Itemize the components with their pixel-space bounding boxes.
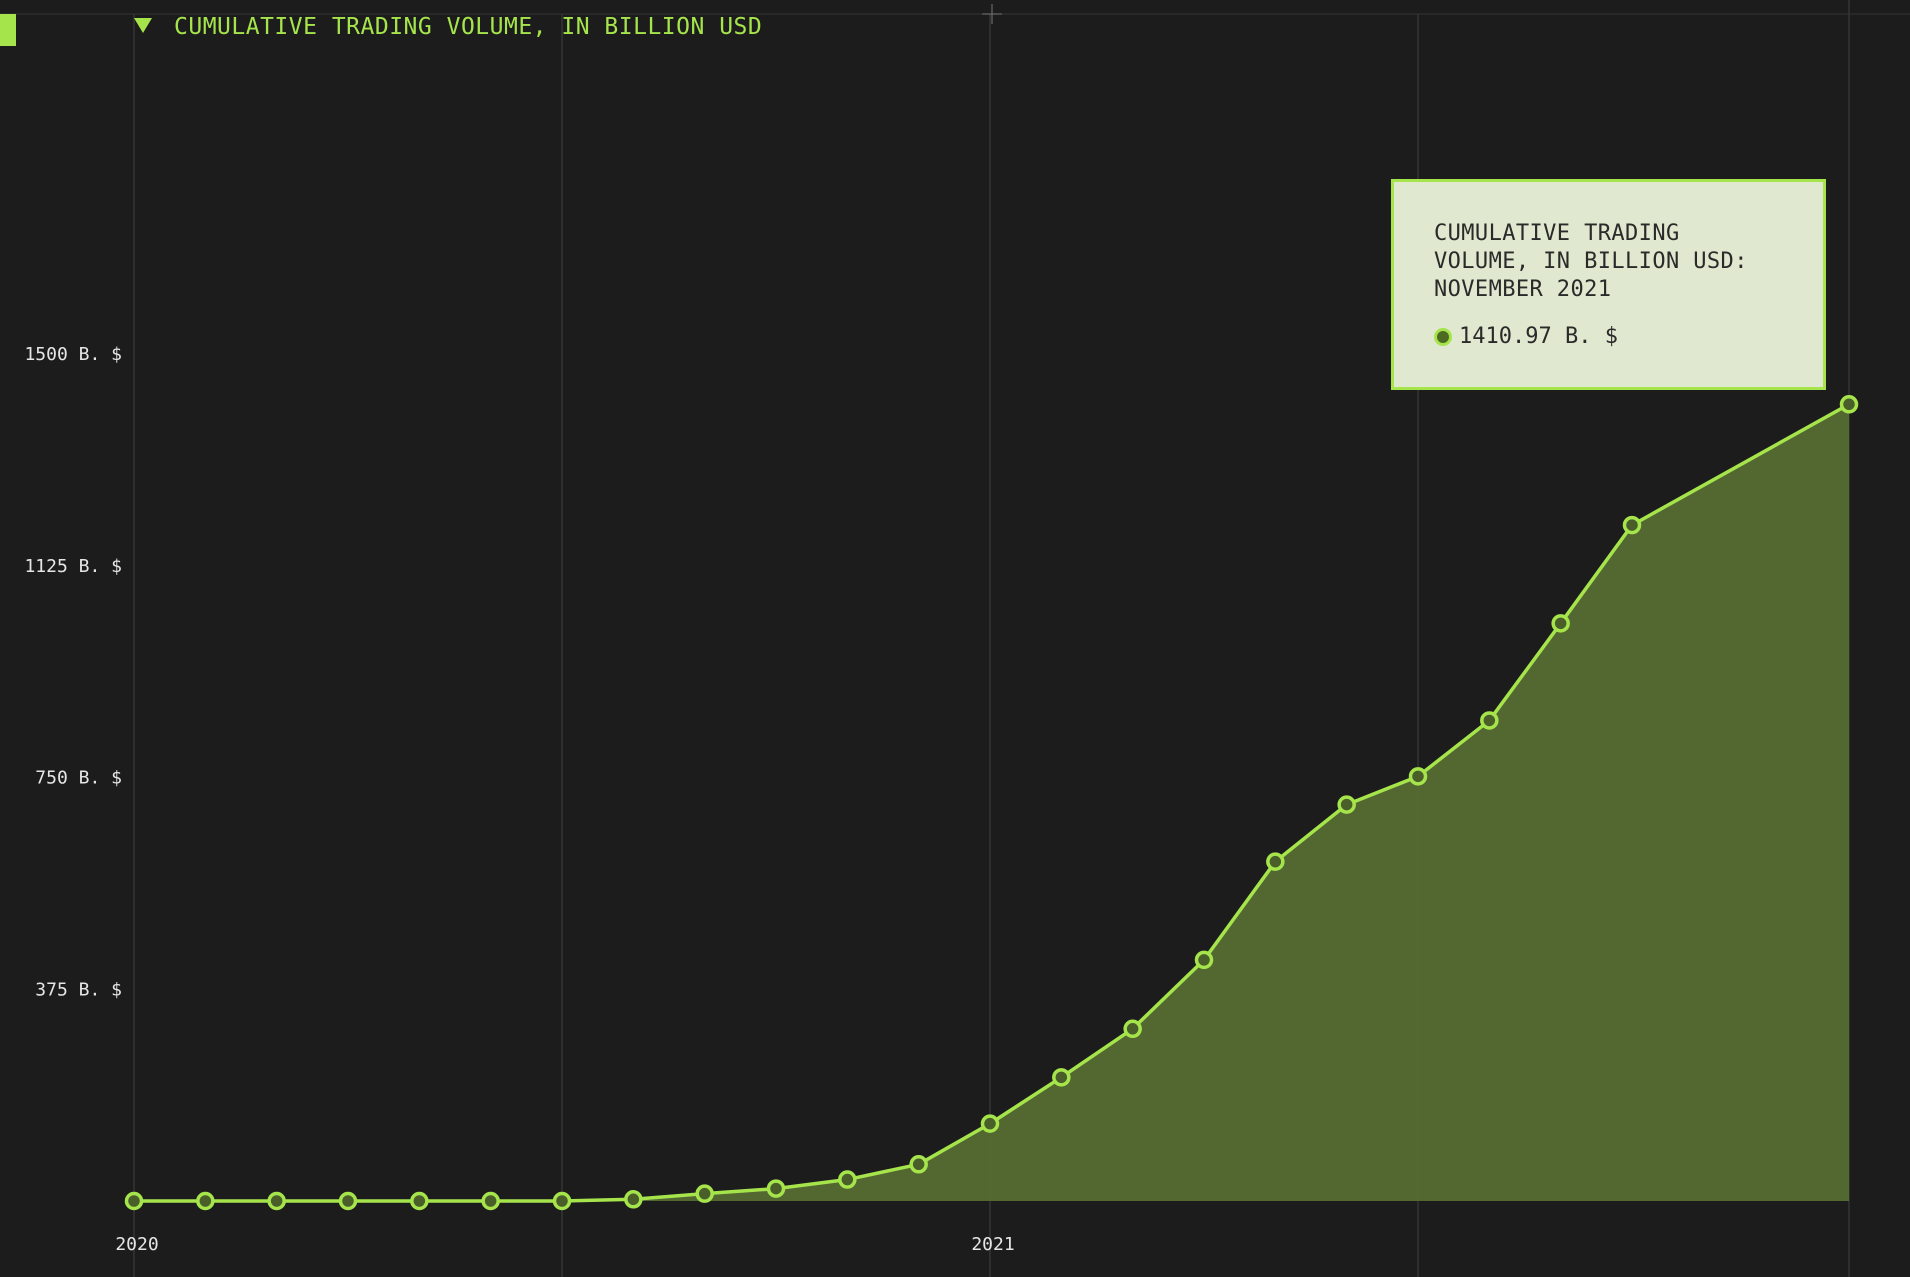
- data-point[interactable]: [1052, 1068, 1071, 1087]
- tooltip-title: CUMULATIVE TRADING VOLUME, IN BILLION US…: [1434, 220, 1823, 304]
- data-point[interactable]: [1480, 711, 1499, 730]
- data-point[interactable]: [1551, 614, 1570, 633]
- y-tick-label: 375 B. $: [35, 979, 122, 1000]
- legend-series-marker: [0, 14, 16, 46]
- y-tick-label: 750 B. $: [35, 768, 122, 789]
- data-point[interactable]: [124, 1191, 144, 1211]
- x-tick-label: 2021: [971, 1234, 1014, 1255]
- crosshair-icon: [982, 4, 1002, 24]
- data-point[interactable]: [624, 1190, 643, 1209]
- data-point[interactable]: [410, 1191, 429, 1211]
- data-point[interactable]: [1622, 515, 1642, 535]
- data-point[interactable]: [1266, 852, 1285, 871]
- tooltip-series-icon: [1434, 327, 1452, 346]
- tooltip-title-line: CUMULATIVE TRADING: [1434, 221, 1680, 246]
- data-point[interactable]: [552, 1191, 572, 1211]
- data-point[interactable]: [481, 1191, 500, 1211]
- data-point[interactable]: [980, 1114, 1000, 1133]
- x-tick-label: 2020: [115, 1234, 158, 1255]
- tooltip-title-line: VOLUME, IN BILLION USD:: [1434, 249, 1748, 274]
- data-point[interactable]: [196, 1191, 215, 1211]
- legend-title[interactable]: CUMULATIVE TRADING VOLUME, IN BILLION US…: [174, 14, 763, 40]
- tooltip-value: 1410.97 B. $: [1459, 324, 1618, 349]
- data-point[interactable]: [1337, 795, 1356, 814]
- data-point[interactable]: [1194, 950, 1214, 970]
- data-point[interactable]: [766, 1179, 786, 1198]
- data-point[interactable]: [1408, 767, 1428, 786]
- legend-collapse-icon[interactable]: [134, 18, 152, 33]
- data-point[interactable]: [909, 1155, 928, 1174]
- data-point[interactable]: [338, 1191, 358, 1211]
- data-point[interactable]: [267, 1191, 286, 1211]
- series-area: [134, 404, 1849, 1201]
- data-point[interactable]: [1123, 1019, 1142, 1039]
- data-point[interactable]: [695, 1184, 714, 1203]
- tooltip-title-line: NOVEMBER 2021: [1434, 277, 1612, 302]
- tooltip-value-row: 1410.97 B. $: [1434, 324, 1823, 349]
- y-tick-label: 1125 B. $: [24, 556, 122, 577]
- data-tooltip: CUMULATIVE TRADING VOLUME, IN BILLION US…: [1391, 179, 1826, 390]
- y-tick-label: 1500 B. $: [24, 344, 122, 365]
- data-point[interactable]: [1839, 395, 1859, 414]
- data-point[interactable]: [838, 1170, 857, 1189]
